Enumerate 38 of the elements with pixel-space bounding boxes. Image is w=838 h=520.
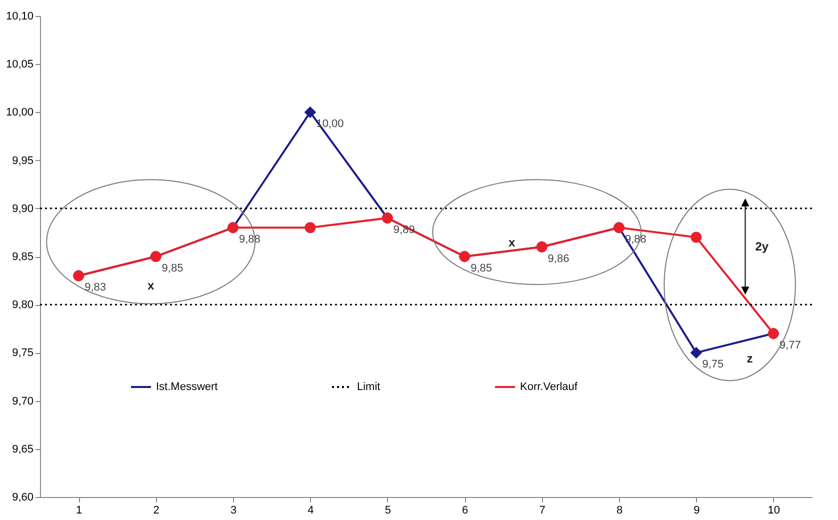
data-label: 9,85	[162, 262, 184, 274]
annotation: 2y	[755, 240, 769, 254]
y-tick-label: 9,60	[12, 492, 34, 504]
x-tick-label: 8	[616, 504, 623, 516]
y-tick-label: 10,10	[6, 10, 34, 22]
y-tick-label: 10,00	[6, 106, 34, 119]
data-label: 9,77	[779, 339, 801, 352]
legend-label: Limit	[357, 381, 380, 393]
legend-label: Ist.Messwert	[156, 381, 218, 393]
y-tick-label: 10,05	[6, 58, 34, 71]
x-tick-label: 9	[694, 504, 700, 516]
x-tick-label: 4	[308, 504, 314, 516]
annotation: x	[508, 236, 516, 250]
annotation: z	[746, 352, 753, 366]
y-tick-label: 9,90	[12, 202, 34, 215]
data-label: 9,85	[470, 262, 492, 274]
x-tick-label: 2	[153, 504, 160, 516]
y-tick-label: 9,80	[12, 299, 34, 312]
x-tick-label: 5	[384, 504, 391, 516]
x-tick-label: 7	[539, 504, 546, 516]
point	[304, 106, 316, 118]
point	[304, 222, 316, 234]
data-label: 9,75	[702, 358, 724, 371]
y-tick-label: 9,85	[12, 251, 34, 263]
x-tick-label: 1	[76, 504, 82, 516]
x-tick-label: 3	[230, 504, 237, 516]
y-tick-label: 9,75	[12, 347, 34, 360]
y-tick-label: 9,65	[12, 443, 34, 456]
legend-label: Korr.Verlauf	[520, 381, 578, 393]
x-tick-label: 6	[462, 504, 468, 516]
data-label: 9,86	[548, 252, 570, 265]
annotation: x	[147, 278, 154, 293]
y-tick-label: 9,95	[12, 154, 34, 167]
x-tick-label: 10	[768, 504, 780, 516]
point	[690, 347, 702, 358]
y-tick-label: 9,70	[12, 395, 34, 408]
point	[690, 232, 702, 243]
data-label: 9,83	[84, 282, 106, 294]
